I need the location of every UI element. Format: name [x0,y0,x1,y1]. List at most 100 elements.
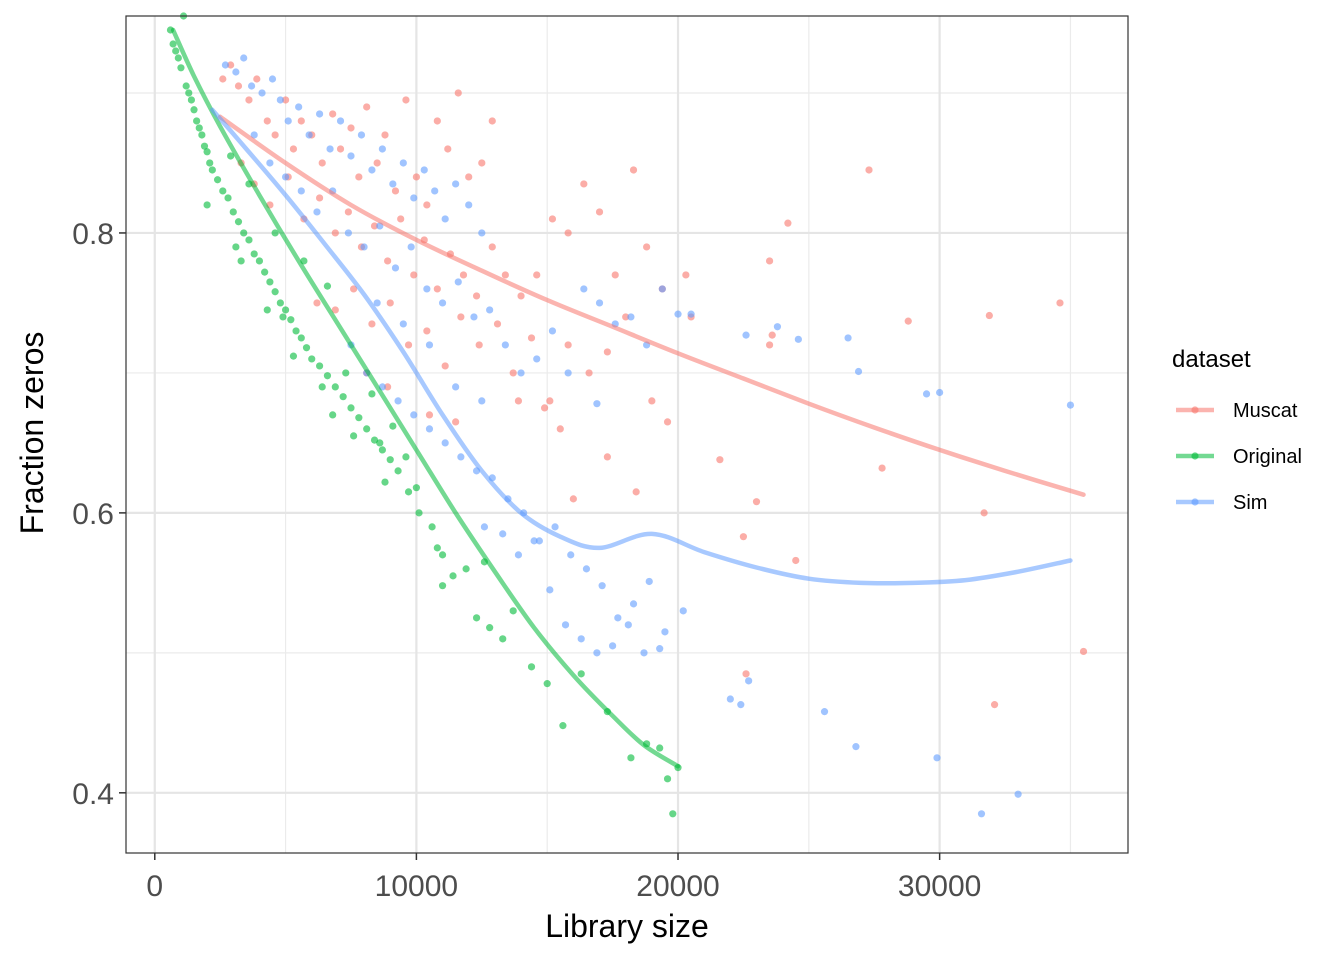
point-muscat [329,110,337,118]
point-sim [1066,401,1075,409]
point-original [237,257,245,265]
point-original [240,229,248,237]
point-original [509,607,517,615]
point-sim [546,586,554,594]
point-original [177,64,185,72]
point-sim [295,103,303,111]
point-sim [933,754,941,762]
point-original [438,582,447,590]
point-muscat [423,327,431,335]
y-axis-title: Fraction zeros [14,332,50,535]
point-sim [410,194,418,202]
point-muscat [315,194,324,202]
point-muscat [253,75,261,83]
point-muscat [595,208,604,216]
point-sim [221,61,230,69]
point-sim [737,701,745,709]
legend-item-muscat: Muscat [1176,400,1298,422]
point-muscat [331,229,339,237]
point-original [318,383,326,391]
point-muscat [792,556,800,565]
point-sim [250,131,258,139]
point-muscat [281,96,290,104]
point-sim [284,117,292,125]
point-original [449,572,457,580]
point-original [412,484,420,492]
point-sim [530,537,538,545]
point-sim [378,145,386,153]
point-muscat [663,418,672,426]
point-muscat [564,229,572,237]
point-original [198,131,206,139]
point-sim [548,327,557,335]
point-sim [441,439,449,447]
point-sim [645,577,653,586]
data-points [166,12,1088,818]
point-sim [478,229,486,237]
point-sim [533,355,541,363]
point-muscat [234,82,243,90]
point-original [271,288,279,296]
point-muscat [386,299,394,307]
point-muscat [433,285,441,293]
point-sim [420,166,428,174]
point-muscat [742,670,750,678]
point-muscat [580,180,588,188]
point-sim [627,313,635,321]
point-sim [399,320,407,328]
point-original [203,201,211,209]
point-muscat [765,257,774,265]
point-sim [389,180,397,188]
point-sim [977,810,986,818]
point-muscat [271,131,279,139]
point-muscat [865,166,873,174]
point-original [402,453,410,461]
point-original [627,754,635,762]
y-tick-label: 0.4 [72,778,114,811]
point-sim [567,551,575,559]
point-original [363,425,371,433]
point-original [297,334,305,342]
point-muscat [603,453,611,461]
point-sim [674,310,682,318]
legend-item-original: Original [1176,446,1302,468]
point-original [287,316,295,324]
point-sim [373,299,381,307]
point-muscat [643,243,651,251]
point-sim [658,285,666,293]
point-muscat [402,96,410,104]
point-muscat [363,103,371,111]
point-original [289,352,298,360]
point-muscat [548,215,557,223]
point-sim [852,743,860,751]
point-sim [936,388,944,397]
point-muscat [980,509,988,517]
point-muscat [475,341,483,349]
point-original [227,152,235,160]
point-original [213,176,222,184]
point-original [271,229,279,237]
point-muscat [488,243,496,251]
point-muscat [682,271,690,279]
point-original [368,390,376,398]
point-muscat [603,348,611,356]
point-sim [407,243,415,251]
point-original [339,393,347,401]
point-muscat [318,159,326,167]
point-muscat [454,89,462,97]
point-original [499,635,507,643]
axis-ticks: 0 10000 20000 30000 0.4 0.6 0.8 [72,218,981,903]
point-original [347,404,355,412]
point-original [206,159,214,167]
point-original [308,355,316,363]
point-original [577,670,585,678]
minor-gridlines [126,16,1128,853]
point-sim [794,335,802,343]
point-original [281,306,290,314]
point-sim [561,621,570,629]
point-original [219,187,227,195]
point-muscat [540,404,549,412]
point-original [342,369,350,377]
x-tick-label: 30000 [898,870,981,903]
point-muscat [517,292,525,300]
